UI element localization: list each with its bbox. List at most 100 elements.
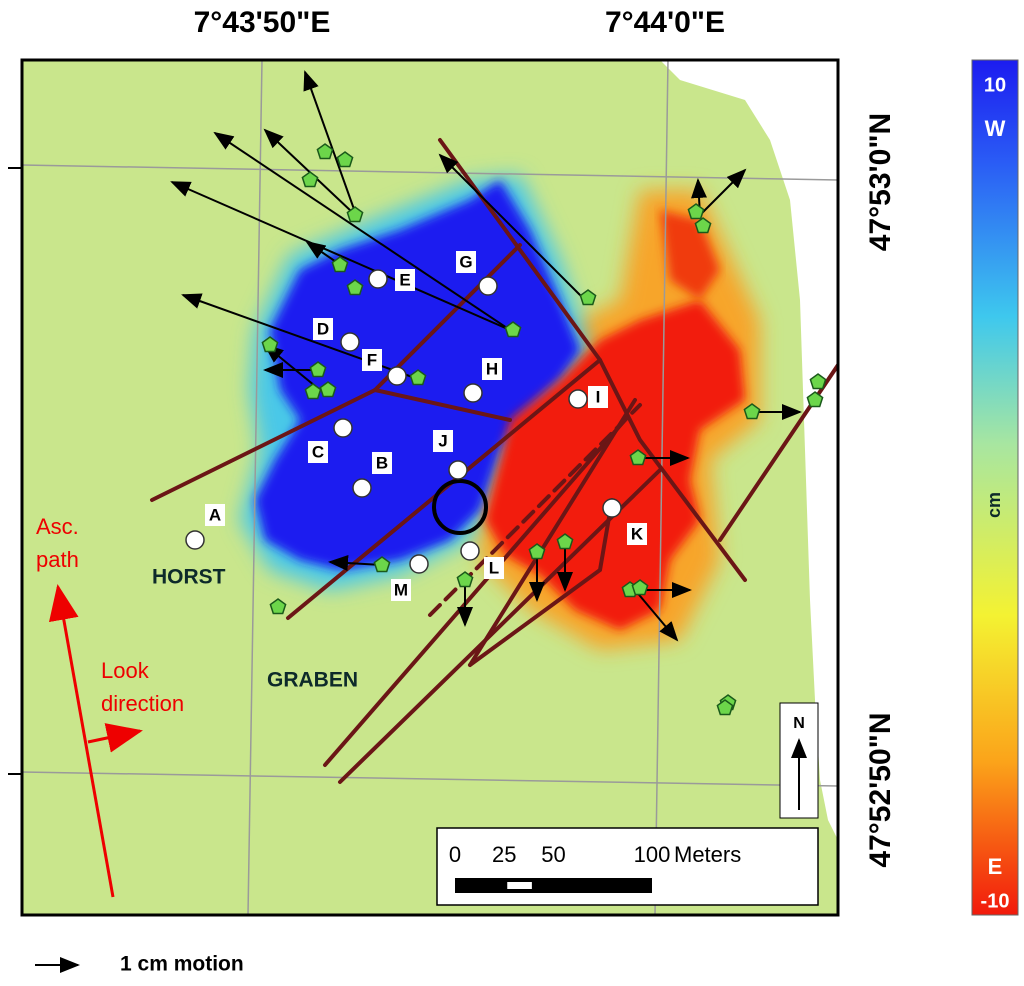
highlight-circle bbox=[432, 479, 488, 535]
look-direction-label: Look bbox=[101, 658, 150, 683]
gps-site bbox=[556, 533, 574, 550]
gps-site bbox=[331, 256, 349, 273]
station-label: M bbox=[394, 580, 408, 599]
scale-unit: Meters bbox=[674, 842, 741, 867]
gps-site bbox=[261, 336, 279, 353]
gps-site bbox=[346, 279, 364, 296]
station bbox=[185, 530, 205, 550]
colorbar-max-label: W bbox=[985, 116, 1006, 141]
gps-site bbox=[806, 391, 824, 408]
latitude-label: 47°52'50"N bbox=[864, 712, 897, 867]
station-label: K bbox=[631, 524, 644, 543]
station bbox=[478, 276, 498, 296]
gps-site bbox=[456, 571, 474, 588]
station-label: D bbox=[317, 319, 329, 338]
gps-site bbox=[336, 151, 354, 168]
gps-site bbox=[629, 449, 647, 466]
gps-site bbox=[687, 203, 705, 220]
station-label: A bbox=[209, 505, 221, 524]
asc-path-arrow bbox=[48, 584, 115, 898]
fault bbox=[468, 498, 614, 667]
motion-arrow bbox=[213, 131, 511, 331]
gps-site bbox=[631, 579, 649, 596]
gps-site bbox=[579, 289, 597, 306]
motion-arrow bbox=[438, 153, 586, 301]
station-label-bg bbox=[395, 269, 415, 291]
colorbar-max: 10 bbox=[984, 74, 1006, 96]
gps-site bbox=[316, 143, 334, 160]
motion-arrow bbox=[634, 589, 679, 642]
motion-vectors bbox=[170, 70, 802, 642]
longitude-label: 7°43'50"E bbox=[194, 6, 331, 39]
subsidence-zone bbox=[485, 300, 745, 630]
look-direction-label: direction bbox=[101, 691, 184, 716]
motion-arrow bbox=[303, 70, 356, 213]
station-label: C bbox=[312, 442, 324, 461]
gps-site bbox=[269, 598, 287, 615]
station bbox=[333, 418, 353, 438]
graben-label: GRABEN bbox=[267, 669, 358, 692]
station-label: G bbox=[459, 252, 472, 271]
station-label: H bbox=[486, 359, 498, 378]
gps-site bbox=[716, 699, 734, 716]
colorbar-unit: cm bbox=[984, 492, 1004, 518]
horst-label: HORST bbox=[152, 566, 226, 589]
motion-arrow bbox=[328, 555, 383, 572]
scale-bar-fill bbox=[455, 878, 652, 893]
gps-site bbox=[743, 403, 761, 420]
latitude-label: 47°53'0"N bbox=[864, 113, 897, 251]
gps-site bbox=[528, 543, 546, 560]
deformation-map bbox=[22, 60, 838, 915]
motion-arrow bbox=[263, 128, 353, 213]
station-label-bg bbox=[627, 523, 647, 545]
grid-line bbox=[654, 60, 669, 915]
station-label-bg bbox=[484, 557, 504, 579]
motion-arrow bbox=[170, 181, 511, 331]
station bbox=[352, 478, 372, 498]
longitude-label: 7°44'0"E bbox=[605, 6, 725, 39]
scale-label: 100 bbox=[634, 842, 671, 867]
station bbox=[460, 541, 480, 561]
scale-label: 0 bbox=[449, 842, 461, 867]
fault bbox=[438, 138, 747, 582]
station-label-bg bbox=[372, 452, 392, 474]
look-direction-arrow bbox=[87, 723, 143, 753]
station-label-bg bbox=[391, 579, 411, 601]
station bbox=[340, 332, 360, 352]
station-label-bg bbox=[205, 504, 225, 526]
station-label: F bbox=[367, 350, 377, 369]
asc-path-label: path bbox=[36, 547, 79, 572]
station-label: E bbox=[399, 270, 410, 289]
scale-label: 25 bbox=[492, 842, 516, 867]
station bbox=[409, 554, 429, 574]
motion-arrow bbox=[699, 168, 747, 216]
station-label: L bbox=[489, 558, 499, 577]
station bbox=[387, 366, 407, 386]
station bbox=[368, 269, 388, 289]
gps-site bbox=[319, 381, 337, 398]
station-label-bg bbox=[313, 318, 333, 340]
graticule bbox=[22, 60, 838, 915]
station-label: B bbox=[376, 453, 388, 472]
colorbar-min-label: E bbox=[988, 854, 1003, 879]
grid-line bbox=[22, 771, 838, 787]
gps-site bbox=[504, 321, 522, 338]
colorbar bbox=[971, 59, 1019, 916]
scale-label: 50 bbox=[541, 842, 565, 867]
station bbox=[448, 460, 468, 480]
station bbox=[568, 389, 588, 409]
station-label-bg bbox=[362, 349, 382, 371]
station bbox=[602, 498, 622, 518]
station-label-bg bbox=[433, 430, 453, 452]
grid-line bbox=[247, 60, 263, 915]
gps-site bbox=[409, 369, 427, 386]
station-label-bg bbox=[588, 386, 608, 408]
gps-site bbox=[346, 206, 364, 223]
gps-site bbox=[809, 373, 827, 390]
station bbox=[463, 383, 483, 403]
colorbar-min: -10 bbox=[981, 890, 1010, 912]
station-label: J bbox=[438, 431, 447, 450]
gps-site bbox=[309, 361, 327, 378]
fault bbox=[468, 398, 637, 667]
